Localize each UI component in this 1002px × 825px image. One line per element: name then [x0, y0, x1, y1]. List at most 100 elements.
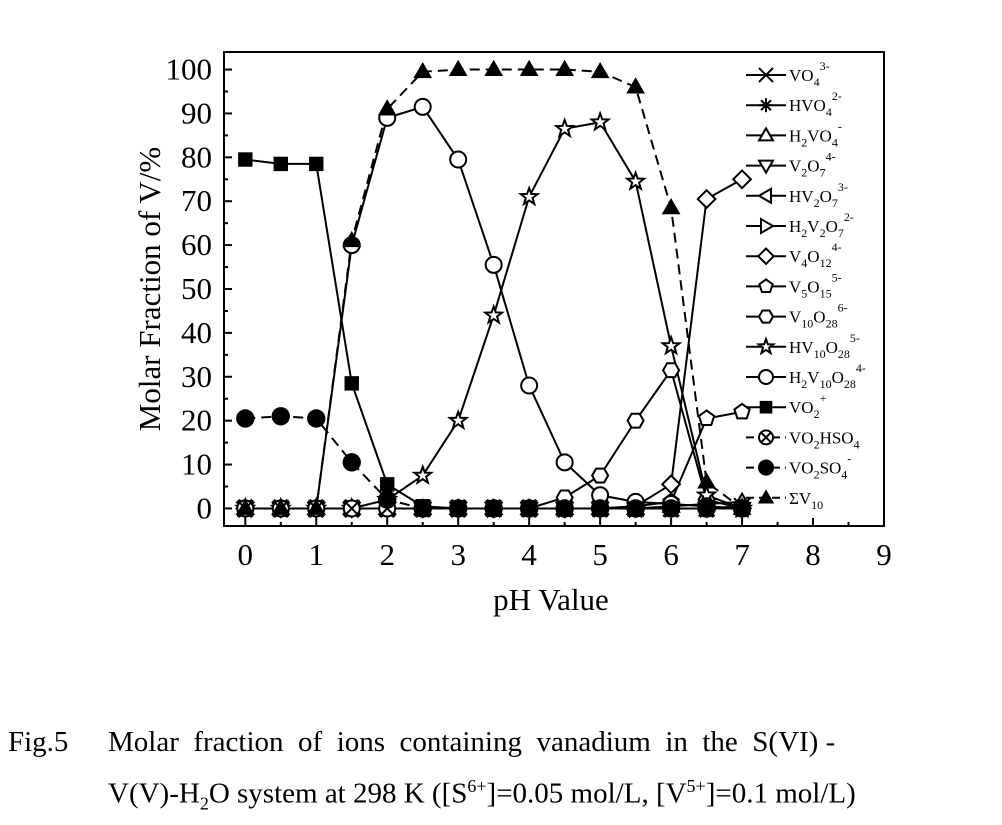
- data-point: [484, 499, 503, 518]
- legend: VO43-HVO42-H2VO4-V2O74-HV2O73-H2V2O72-V4…: [746, 59, 866, 512]
- data-point: [757, 126, 775, 142]
- data-point: [448, 499, 468, 518]
- data-point: [659, 334, 683, 356]
- data-point: [661, 362, 681, 379]
- data-point: [757, 489, 775, 504]
- data-point: [553, 117, 576, 139]
- legend-label: H2V2O72-: [789, 210, 854, 240]
- data-point: [758, 278, 774, 294]
- data-point: [555, 453, 574, 472]
- data-point: [307, 409, 326, 428]
- data-point: [271, 498, 291, 515]
- data-point: [520, 376, 539, 395]
- x-tick-label: 8: [805, 537, 821, 572]
- series-markers: [234, 59, 754, 519]
- data-point: [624, 169, 647, 191]
- series-markers-group: [236, 362, 752, 517]
- data-point: [590, 61, 610, 79]
- data-point: [413, 97, 432, 116]
- data-point: [697, 499, 716, 518]
- data-point: [758, 429, 774, 446]
- legend-label: HVO42-: [789, 89, 842, 119]
- legend-entry: HVO42-: [746, 89, 842, 119]
- legend-entry: H2V2O72-: [746, 210, 854, 240]
- series-line: [245, 68, 743, 510]
- y-tick-label: 40: [181, 315, 212, 350]
- data-point: [661, 198, 681, 215]
- legend-entry: VO2SO4-: [746, 452, 851, 482]
- y-tick-label: 50: [181, 271, 212, 306]
- data-point: [590, 467, 610, 484]
- data-point: [759, 98, 773, 113]
- x-tick-label: 0: [238, 537, 254, 572]
- data-point: [482, 303, 505, 325]
- caption-sup-b: 5+: [686, 776, 706, 796]
- legend-entry: H2V10O284-: [746, 361, 866, 391]
- caption-sup-a: 6+: [467, 776, 487, 796]
- legend-label: VO43-: [789, 59, 830, 89]
- data-point: [378, 490, 397, 509]
- data-point: [733, 402, 751, 420]
- y-tick-label: 90: [181, 95, 212, 130]
- figure-number: Fig.5: [8, 726, 69, 758]
- data-point: [758, 67, 774, 83]
- data-point: [590, 499, 610, 518]
- caption-text-1: Molar fraction of ions containing vanadi…: [108, 726, 836, 758]
- data-point: [660, 474, 682, 495]
- caption-part-b: O system at 298 K ([S: [208, 777, 468, 810]
- data-point: [449, 150, 468, 169]
- legend-entry: V4O124-: [746, 240, 842, 270]
- legend-label: V10O286-: [789, 301, 848, 331]
- data-point: [411, 463, 434, 486]
- data-point: [731, 169, 753, 190]
- data-point: [626, 412, 645, 429]
- caption-line-2: V(V)-H2O system at 298 K ([S6+]=0.05 mol…: [108, 764, 856, 825]
- data-point: [732, 498, 752, 515]
- caption-line-1: Fig.5 Molar fraction of ions containing v…: [8, 720, 835, 764]
- data-point: [238, 152, 253, 167]
- legend-entry: VO43-: [746, 59, 830, 89]
- data-point: [342, 453, 361, 472]
- y-axis-label: Molar Fraction of V/%: [132, 147, 167, 431]
- data-point: [756, 187, 773, 205]
- legend-label: V5O155-: [789, 270, 842, 300]
- legend-entry: HV10O285-: [746, 331, 860, 361]
- x-tick-label: 2: [379, 537, 395, 572]
- data-point: [697, 472, 716, 489]
- data-point: [344, 376, 359, 391]
- data-point: [413, 499, 432, 518]
- x-tick-label: 5: [592, 537, 608, 572]
- data-point: [484, 255, 503, 274]
- y-tick-label: 10: [181, 447, 212, 482]
- series-markers-group: [236, 407, 752, 518]
- legend-label: H2VO4-: [789, 119, 842, 149]
- data-point: [309, 156, 324, 172]
- caption-part-d: ]=0.1 mol/L): [705, 777, 856, 810]
- y-tick-label: 0: [197, 490, 213, 525]
- legend-entry: V2O74-: [746, 150, 836, 180]
- y-tick-label: 80: [181, 139, 212, 174]
- x-tick-label: 1: [309, 537, 325, 572]
- x-axis-label: pH Value: [493, 582, 609, 617]
- legend-label: V4O124-: [789, 240, 842, 270]
- legend-label: HV10O285-: [789, 331, 860, 361]
- data-point: [342, 499, 361, 518]
- data-point: [377, 99, 397, 116]
- y-tick-label: 100: [166, 52, 213, 87]
- x-tick-label: 6: [663, 537, 679, 572]
- y-tick-label: 30: [181, 359, 212, 394]
- data-point: [306, 498, 326, 515]
- data-point: [661, 499, 681, 518]
- data-point: [517, 185, 541, 207]
- legend-label: HV2O73-: [789, 180, 848, 210]
- data-point: [448, 59, 468, 76]
- legend-entry: HV2O73-: [746, 180, 848, 210]
- legend-label: VO2+: [789, 391, 827, 421]
- legend-entry: VO2HSO4: [746, 428, 860, 451]
- data-point: [555, 59, 574, 76]
- caption-part-a: V(V)-H: [108, 777, 200, 810]
- y-tick-label: 60: [181, 227, 212, 262]
- caption-part-c: ]=0.05 mol/L, [V: [486, 777, 687, 810]
- data-point: [696, 188, 717, 210]
